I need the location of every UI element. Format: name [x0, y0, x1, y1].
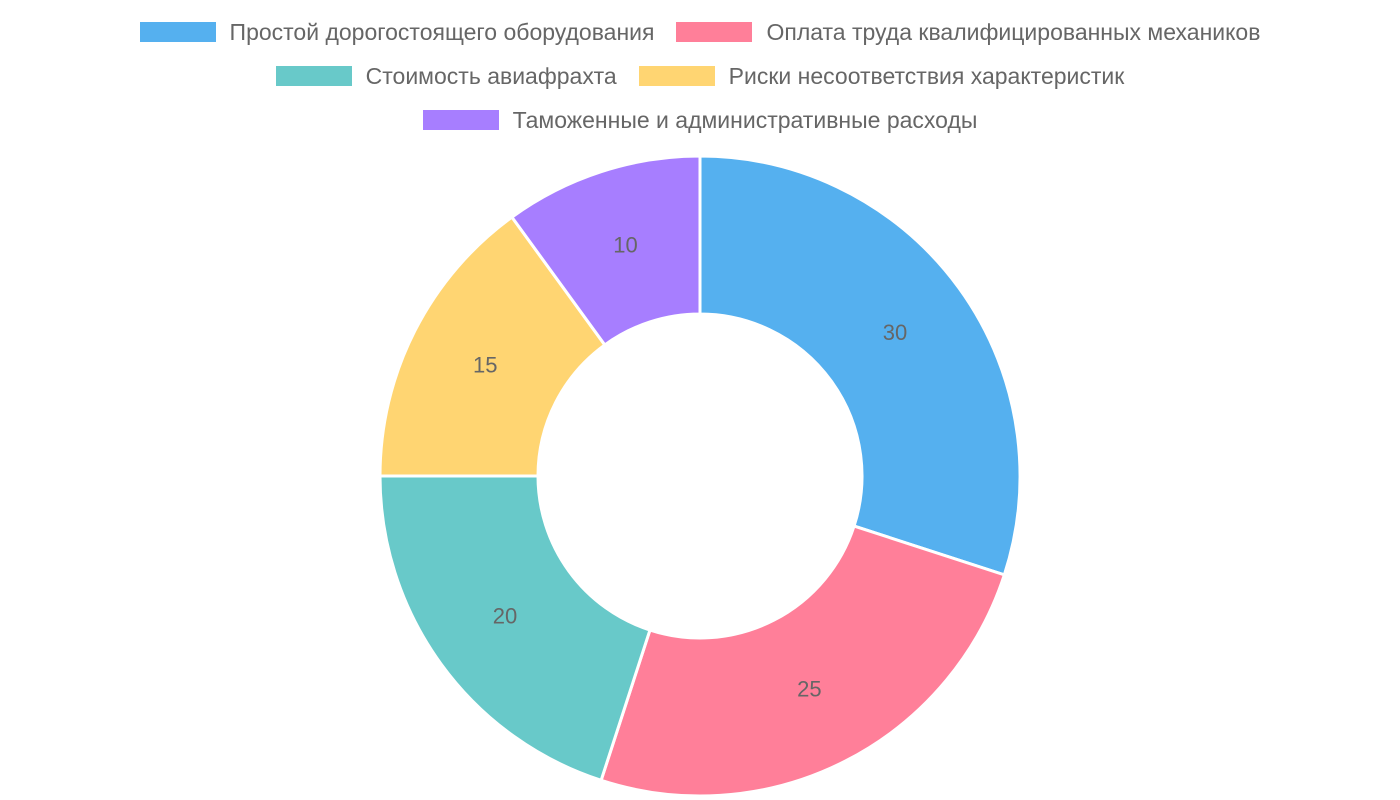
legend-label: Таможенные и административные расходы	[512, 106, 978, 133]
legend-item: Простой дорогостоящего оборудования	[139, 14, 655, 50]
data-label: 10	[613, 233, 637, 258]
legend-item: Стоимость авиафрахта	[275, 58, 617, 94]
legend-label: Простой дорогостоящего оборудования	[229, 18, 655, 45]
legend-item: Таможенные и административные расходы	[422, 102, 978, 138]
legend-swatch	[422, 110, 499, 130]
segment	[509, 154, 702, 348]
segment	[378, 215, 607, 478]
segment	[599, 524, 1007, 798]
data-label: 15	[473, 352, 497, 377]
legend-swatch	[638, 66, 715, 86]
legend-label: Стоимость авиафрахта	[365, 62, 617, 89]
legend-label: Оплата труда квалифицированных механиков	[766, 18, 1261, 45]
legend-swatch	[139, 22, 216, 42]
legend-swatch	[676, 22, 753, 42]
segment	[378, 474, 652, 783]
legend-swatch	[275, 66, 352, 86]
legend-item: Риски несоответствия характеристик	[638, 58, 1125, 94]
legend-label: Риски несоответствия характеристик	[728, 62, 1125, 89]
data-label: 20	[493, 603, 517, 628]
data-label: 30	[883, 320, 907, 345]
legend: Простой дорогостоящего оборудования Оплат…	[100, 14, 1300, 138]
segment	[698, 154, 1022, 577]
data-label: 25	[797, 677, 821, 702]
legend-item: Оплата труда квалифицированных механиков	[676, 14, 1260, 50]
